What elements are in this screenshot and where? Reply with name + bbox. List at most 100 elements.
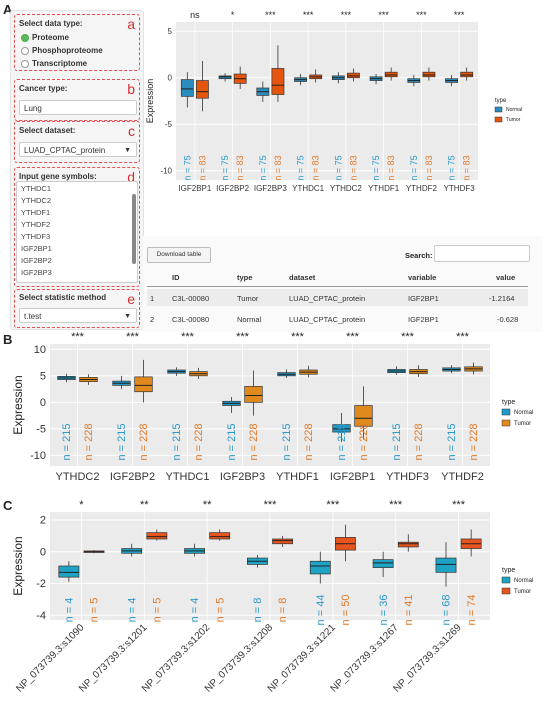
box-tumor	[146, 532, 168, 540]
significance-label: ***	[341, 10, 352, 20]
dataset-group: c Select dataset: LUAD_CPTAC_protein ▼	[14, 121, 140, 163]
sample-size-label: n = 83	[386, 155, 396, 180]
statistic-method-group: e Select statistic method t.test ▼	[14, 289, 140, 328]
statistic-method-label: Select statistic method	[19, 293, 107, 302]
y-tick-label: -10	[160, 166, 172, 175]
significance-label: ***	[346, 332, 360, 343]
legend-label: Normal	[514, 578, 533, 584]
x-tick-label: YTHDF2	[441, 471, 484, 483]
cell-id: C3L-00080	[172, 315, 210, 324]
textarea-scrollbar[interactable]	[132, 194, 136, 264]
legend-label: Tumor	[514, 421, 531, 427]
sample-size-label: n = 215	[116, 423, 128, 460]
cancer-type-group: b Cancer type: Lung	[14, 79, 140, 121]
box-tumor	[397, 541, 419, 548]
legend-title: type	[502, 399, 515, 406]
box-normal	[58, 565, 80, 578]
radio-phosphoproteome[interactable]: Phosphoproteome	[21, 46, 103, 55]
cell-id: C3L-00080	[172, 294, 210, 303]
col-header-id[interactable]: ID	[172, 273, 180, 282]
x-tick-label: NP_073739.3:s1221	[266, 622, 339, 695]
cancer-type-input[interactable]: Lung	[19, 100, 137, 115]
download-table-button[interactable]: Download table	[147, 247, 211, 263]
chevron-down-icon: ▼	[124, 147, 131, 154]
panel-letter-b: B	[3, 332, 13, 347]
legend-swatch	[501, 576, 511, 584]
significance-label: *	[231, 10, 235, 20]
cell-value: -0.628	[497, 315, 519, 324]
y-tick-label: 0	[40, 397, 46, 409]
col-header-value[interactable]: value	[496, 273, 516, 282]
tag-a: a	[127, 16, 135, 32]
sample-size-label: n = 4	[64, 598, 76, 623]
sample-size-label: n = 74	[466, 595, 478, 626]
legend-swatch	[501, 419, 511, 427]
cell-variable: IGF2BP1	[408, 294, 439, 303]
gene-item: YTHDF3	[21, 232, 51, 241]
dataset-select[interactable]: LUAD_CPTAC_protein ▼	[19, 142, 137, 157]
sample-size-label: n = 83	[311, 155, 321, 180]
legend-title: type	[502, 567, 515, 574]
tag-b: b	[127, 81, 135, 97]
gene-symbols-textarea[interactable]: YTHDC1 YTHDC2 YTHDF1 YTHDF2 YTHDF3 IGF2B…	[16, 181, 138, 283]
table-row[interactable]	[147, 310, 528, 327]
y-tick-label: -2	[36, 578, 46, 590]
box-normal	[180, 79, 194, 97]
data-type-group: a Select data type: Proteome Phosphoprot…	[14, 14, 140, 71]
col-header-variable[interactable]: variable	[408, 273, 437, 282]
sample-size-label: n = 75	[220, 155, 230, 180]
significance-label: ***	[126, 332, 140, 343]
significance-label: ***	[326, 500, 340, 511]
tag-c: c	[128, 123, 135, 139]
x-tick-label: NP_073739.3:s1202	[140, 622, 213, 695]
radio-transcriptome[interactable]: Transcriptome	[21, 59, 87, 68]
radio-unselected-icon	[21, 59, 29, 68]
radio-proteome[interactable]: Proteome	[21, 33, 69, 42]
cancer-type-label: Cancer type:	[19, 84, 68, 93]
radio-phosphoproteome-label: Phosphoproteome	[32, 46, 103, 55]
search-input[interactable]	[434, 245, 530, 262]
table-row[interactable]	[147, 289, 528, 306]
x-tick-label: YTHDF1	[276, 471, 319, 483]
statistic-method-select[interactable]: t.test ▼	[19, 308, 137, 323]
significance-label: ***	[303, 10, 314, 20]
cell-index: 1	[150, 294, 155, 303]
legend-swatch	[494, 116, 503, 123]
dataset-label: Select dataset:	[19, 126, 76, 135]
sample-size-label: n = 8	[277, 598, 289, 623]
significance-label: ***	[378, 10, 389, 20]
legend-label: Tumor	[506, 117, 521, 123]
sample-size-label: n = 75	[371, 155, 381, 180]
x-tick-label: NP_073739.3:s1269	[391, 622, 464, 695]
box-tumor	[354, 405, 373, 427]
sample-size-label: n = 4	[189, 598, 201, 623]
cell-value: -1.2164	[489, 294, 515, 303]
x-tick-label: IGF2BP1	[330, 471, 375, 483]
legend-label: Normal	[514, 410, 533, 416]
significance-label: ***	[401, 332, 415, 343]
significance-label: ***	[181, 332, 195, 343]
y-tick-label: 5	[168, 27, 173, 36]
y-tick-label: -4	[36, 610, 46, 622]
col-header-type[interactable]: type	[237, 273, 253, 282]
cell-dataset: LUAD_CPTAC_protein	[289, 294, 366, 303]
y-tick-label: -5	[165, 120, 173, 129]
x-tick-label: YTHDC2	[330, 184, 363, 193]
radio-proteome-label: Proteome	[32, 33, 69, 42]
significance-label: ***	[236, 332, 250, 343]
significance-label: ***	[416, 10, 427, 20]
table-header-divider	[147, 286, 528, 287]
box-tumor	[272, 538, 293, 545]
box-tumor	[244, 386, 263, 403]
significance-label: ***	[291, 332, 305, 343]
y-axis-label: Expression	[11, 375, 25, 434]
legend-swatch	[501, 587, 511, 595]
plot-background	[50, 344, 490, 466]
col-header-dataset[interactable]: dataset	[289, 273, 316, 282]
sample-size-label: n = 215	[391, 423, 403, 460]
x-tick-label: IGF2BP3	[254, 184, 287, 193]
radio-selected-icon	[21, 33, 29, 42]
control-sidebar: a Select data type: Proteome Phosphoprot…	[10, 10, 144, 330]
gene-item: IGF2BP3	[21, 268, 52, 277]
y-tick-label: 0	[168, 73, 173, 82]
